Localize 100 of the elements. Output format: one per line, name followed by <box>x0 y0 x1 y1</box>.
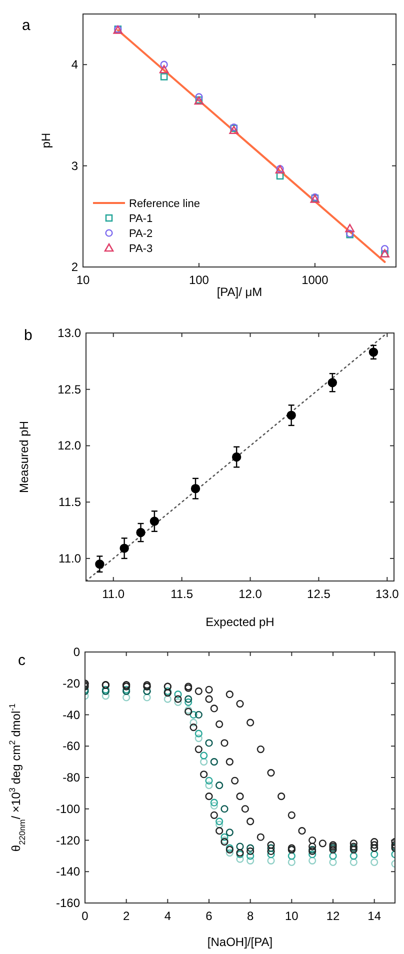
x-tick-label: 10 <box>76 273 90 287</box>
point <box>174 695 182 703</box>
point <box>236 700 244 708</box>
x-tick-label: 6 <box>206 909 213 923</box>
y-tick-label: -40 <box>62 708 80 722</box>
point <box>318 840 326 848</box>
point <box>190 718 198 726</box>
x-tick-label: 13.0 <box>375 587 400 601</box>
point <box>241 805 249 813</box>
point <box>350 858 358 866</box>
y-axis-title: Measured pH <box>17 420 31 494</box>
point <box>194 710 202 719</box>
x-tick-label: 8 <box>246 909 254 923</box>
point <box>236 842 244 850</box>
point <box>200 752 208 760</box>
point <box>370 838 378 846</box>
point <box>194 730 202 738</box>
point <box>190 484 200 494</box>
point <box>216 782 224 790</box>
point <box>231 776 239 784</box>
y-tick-label: 2 <box>71 260 78 274</box>
legend-label: Reference line <box>129 198 200 210</box>
point <box>210 798 218 806</box>
point <box>288 852 296 860</box>
x-tick-label: 1000 <box>302 273 329 287</box>
y-tick-label: -140 <box>56 864 80 879</box>
point <box>184 695 192 703</box>
point <box>328 378 337 388</box>
point <box>216 818 224 826</box>
point <box>267 850 275 858</box>
x-tick-label: 12.0 <box>238 587 262 601</box>
point <box>226 849 234 857</box>
legend-label: PA-2 <box>129 228 153 240</box>
point <box>267 856 275 864</box>
chart-title: b <box>24 327 32 344</box>
point <box>226 758 234 766</box>
point <box>184 698 192 706</box>
point <box>288 811 296 819</box>
x-tick-label: 10 <box>284 909 299 923</box>
point <box>267 841 275 849</box>
point <box>190 724 198 732</box>
point <box>370 850 378 858</box>
y-tick-label: -60 <box>62 739 80 754</box>
chart-title: a <box>22 17 31 34</box>
point <box>267 844 275 852</box>
point <box>205 782 213 790</box>
point <box>205 739 213 747</box>
point <box>174 690 182 698</box>
point <box>194 734 202 742</box>
y-tick-label: 12.0 <box>58 438 82 453</box>
y-tick-label: 13.0 <box>58 326 82 340</box>
point <box>246 818 254 826</box>
x-axis-title: [NaOH]/[PA] <box>207 935 273 949</box>
point <box>102 692 110 700</box>
point <box>200 770 208 778</box>
point <box>288 858 296 866</box>
legend-label: PA-3 <box>129 243 153 255</box>
point <box>256 833 264 841</box>
point <box>143 694 151 702</box>
point <box>190 710 198 719</box>
point <box>210 802 218 810</box>
point <box>256 745 264 754</box>
point <box>200 758 208 766</box>
point <box>174 698 182 706</box>
x-tick-label: 11.5 <box>170 587 194 601</box>
point <box>210 704 218 712</box>
x-axis-title: [PA]/ μM <box>216 285 262 299</box>
y-tick-label: -20 <box>62 676 80 690</box>
point <box>246 852 254 860</box>
y-tick-label: -100 <box>56 802 80 816</box>
x-tick-label: 12.5 <box>307 587 331 601</box>
point <box>308 842 316 850</box>
point <box>370 858 378 866</box>
point <box>236 792 244 800</box>
point <box>194 687 202 696</box>
point <box>226 690 234 698</box>
point <box>216 820 224 828</box>
point <box>216 827 224 835</box>
point <box>220 833 228 841</box>
point <box>350 840 358 848</box>
x-tick-label: 100 <box>188 273 210 287</box>
y-tick-label: -80 <box>62 770 80 784</box>
point <box>205 695 213 703</box>
point <box>210 811 218 819</box>
point <box>136 528 146 538</box>
point <box>278 792 286 800</box>
x-tick-label: 12 <box>326 909 340 923</box>
point <box>329 858 337 866</box>
point <box>308 850 316 858</box>
x-tick-label: 4 <box>164 909 172 923</box>
y-tick-label: -120 <box>56 833 80 848</box>
point <box>150 516 160 526</box>
point <box>286 410 296 420</box>
point <box>246 856 254 864</box>
point <box>350 852 358 860</box>
point <box>205 792 213 800</box>
y-axis-title: pH <box>39 132 53 148</box>
x-tick-label: 14 <box>368 909 382 923</box>
point <box>246 847 254 856</box>
x-tick-label: 2 <box>122 909 130 923</box>
